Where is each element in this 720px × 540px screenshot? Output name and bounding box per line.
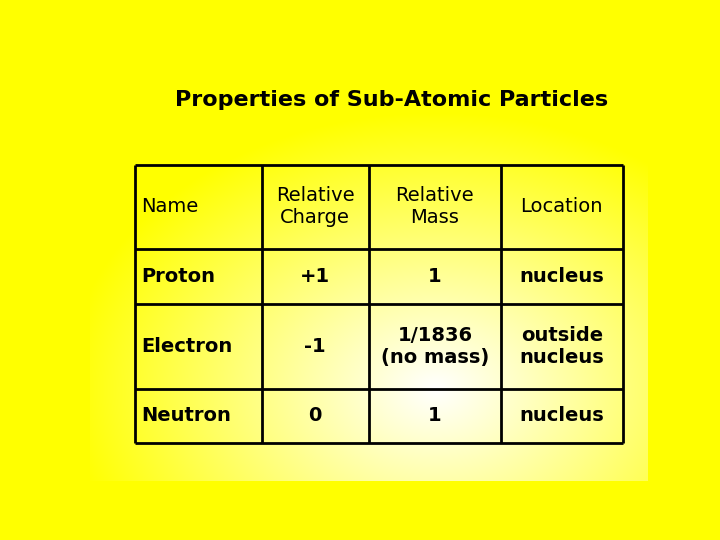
Text: Proton: Proton bbox=[141, 267, 215, 286]
Text: Neutron: Neutron bbox=[141, 407, 231, 426]
Text: Location: Location bbox=[521, 198, 603, 217]
Text: Relative
Charge: Relative Charge bbox=[276, 186, 355, 227]
Text: outside
nucleus: outside nucleus bbox=[520, 326, 604, 367]
Text: 1: 1 bbox=[428, 267, 442, 286]
Text: 1/1836
(no mass): 1/1836 (no mass) bbox=[381, 326, 489, 367]
Text: -1: -1 bbox=[305, 337, 326, 356]
Text: 1: 1 bbox=[428, 407, 442, 426]
Text: Properties of Sub-Atomic Particles: Properties of Sub-Atomic Particles bbox=[175, 90, 608, 110]
Text: +1: +1 bbox=[300, 267, 330, 286]
Text: Name: Name bbox=[141, 198, 199, 217]
Text: Relative
Mass: Relative Mass bbox=[395, 186, 474, 227]
Text: nucleus: nucleus bbox=[520, 407, 604, 426]
Text: Electron: Electron bbox=[141, 337, 233, 356]
Text: 0: 0 bbox=[309, 407, 322, 426]
Text: nucleus: nucleus bbox=[520, 267, 604, 286]
